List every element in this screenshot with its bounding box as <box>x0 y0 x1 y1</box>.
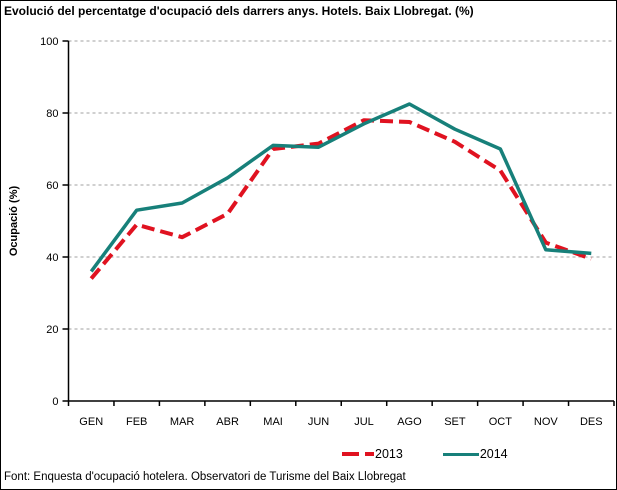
x-tick-label: FEB <box>126 416 147 428</box>
chart-title: Evolució del percentatge d'ocupació dels… <box>4 4 474 18</box>
y-tick-label: 100 <box>40 36 58 48</box>
legend: 2013 2014 <box>342 447 508 461</box>
y-tick-label: 40 <box>46 252 58 264</box>
y-tick-label: 60 <box>46 180 58 192</box>
y-tick-label: 20 <box>46 324 58 336</box>
x-tick-label: ABR <box>216 416 239 428</box>
series-2014-line <box>89 102 592 273</box>
x-tick-label: JUN <box>308 416 329 428</box>
x-tick-label: OCT <box>489 416 513 428</box>
x-tick-label: NOV <box>534 416 559 428</box>
x-tick-label: AGO <box>397 416 422 428</box>
x-tick-label: DES <box>580 416 603 428</box>
y-tick-label: 80 <box>46 108 58 120</box>
y-axis-title: Ocupació (%) <box>8 186 20 257</box>
x-tick-label: SET <box>444 416 466 428</box>
x-tick-label: JUL <box>354 416 374 428</box>
x-tick-label: MAI <box>263 416 283 428</box>
series-2013-line <box>89 118 592 280</box>
legend-item-2013: 2013 <box>342 447 403 461</box>
legend-2013-dash-icon <box>365 452 374 456</box>
y-tick-label: 0 <box>52 396 58 408</box>
legend-2013-dash-icon <box>342 452 359 456</box>
source-note: Font: Enquesta d'ocupació hotelera. Obse… <box>4 471 406 483</box>
x-tick-label: MAR <box>170 416 195 428</box>
legend-label-2013: 2013 <box>375 447 403 461</box>
x-tick-label: GEN <box>79 416 103 428</box>
line-chart-plot: 0 20 40 60 80 100 GEN FEB MAR ABR MAI JUN JUL AGO SET O… <box>8 36 615 428</box>
legend-label-2014: 2014 <box>479 447 508 461</box>
legend-item-2014: 2014 <box>442 447 508 461</box>
legend-2014-line-icon <box>442 452 479 456</box>
